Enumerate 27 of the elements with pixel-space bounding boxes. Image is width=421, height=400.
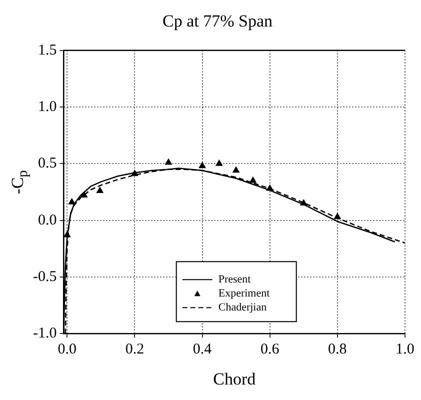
point xyxy=(68,198,76,204)
x-tick-label: 0.2 xyxy=(125,342,144,358)
point xyxy=(232,166,240,173)
point xyxy=(80,192,88,198)
x-tick-label: 0.0 xyxy=(58,342,76,358)
x-tick-label: 0.8 xyxy=(328,342,347,358)
point xyxy=(96,187,104,194)
y-tick-label: -0.5 xyxy=(32,268,57,285)
point xyxy=(165,158,172,165)
point xyxy=(266,184,274,191)
x-tick-label: 1.0 xyxy=(396,342,414,358)
y-tick-label: 0.0 xyxy=(38,212,57,228)
y-tick-label: 0.5 xyxy=(38,156,57,172)
x-tick-label: 0.4 xyxy=(192,342,212,358)
point xyxy=(216,160,222,166)
y-tick-label: 1.5 xyxy=(38,42,57,58)
chart-title: Cp at 77% Span xyxy=(162,12,274,31)
legend-label: Experiment xyxy=(218,287,270,300)
x-tick-label: 0.6 xyxy=(260,342,280,358)
y-tick-label: -1.0 xyxy=(32,326,57,342)
y-tick-label: 1.0 xyxy=(38,98,57,115)
legend-label: Present xyxy=(218,273,251,286)
point xyxy=(250,177,256,183)
point xyxy=(199,162,206,168)
legend-label: Chaderjian xyxy=(218,301,268,314)
x-axis-title: Chord xyxy=(213,369,256,388)
point xyxy=(334,213,341,220)
